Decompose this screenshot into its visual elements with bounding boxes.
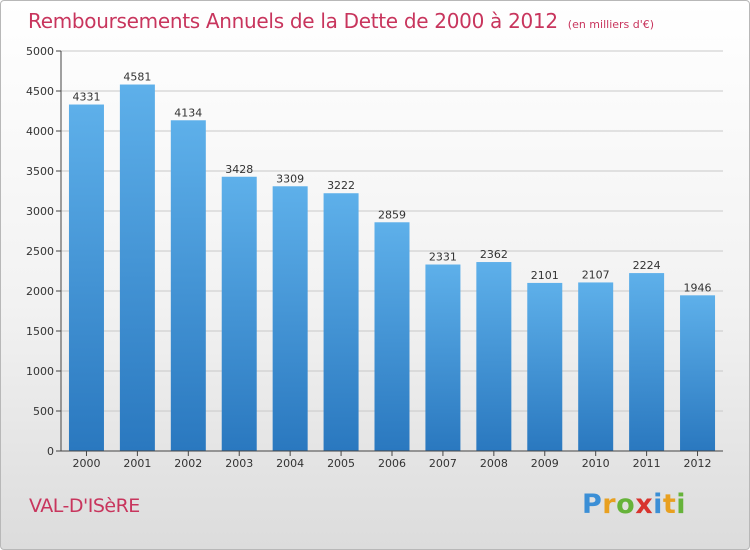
data-label: 2331 [429,251,457,264]
logo-letter: x [635,489,654,520]
x-tick-label: 2000 [72,457,100,470]
x-tick-label: 2009 [531,457,559,470]
data-label: 2224 [633,259,661,272]
x-tick-label: 2001 [123,457,151,470]
data-label: 4581 [123,71,151,84]
y-tick-label: 4500 [26,85,54,98]
y-tick-label: 1000 [26,365,54,378]
logo-letter: i [653,489,663,520]
y-tick-label: 500 [33,405,54,418]
bars [68,84,716,452]
logo-letter: P [582,489,603,520]
y-tick-label: 1500 [26,325,54,338]
data-label: 2107 [582,268,610,281]
logo-letter: r [602,489,617,520]
data-label: 4331 [72,91,100,104]
bar [68,104,104,452]
chart-subtitle: (en milliers d'€) [567,18,655,31]
bar [170,120,206,451]
x-tick-label: 2005 [327,457,355,470]
bar [119,84,155,452]
bar [527,282,563,451]
labels: 0 500 1000 1500 2000 2500 3000 3500 4000 4500 5000… [26,45,712,470]
data-label: 3222 [327,179,355,192]
bar [680,295,716,451]
data-label: 4134 [174,106,202,119]
chart-title-text: Remboursements Annuels de la Dette de 20… [28,9,558,33]
x-tick-label: 2004 [276,457,304,470]
proxiti-logo: Proxiti [582,489,686,520]
logo-letter: o [616,489,636,520]
x-tick-label: 2008 [480,457,508,470]
x-tick-label: 2003 [225,457,253,470]
y-tick-label: 2000 [26,285,54,298]
x-tick-label: 2007 [429,457,457,470]
bar [374,222,410,451]
axes [56,50,723,456]
data-label: 3309 [276,172,304,185]
bar [221,176,257,451]
x-tick-label: 2012 [684,457,712,470]
y-tick-label: 0 [47,445,54,458]
bar [425,264,461,451]
commune-name: VAL-D'ISèRE [29,495,140,517]
bar [272,186,308,451]
y-tick-label: 4000 [26,125,54,138]
y-tick-label: 5000 [26,45,54,58]
x-tick-label: 2011 [633,457,661,470]
logo-letter: i [676,489,687,520]
y-tick-label: 3500 [26,165,54,178]
bar [323,193,359,452]
bar [476,262,512,451]
chart-title: Remboursements Annuels de la Dette de 20… [28,9,654,33]
y-tick-label: 3000 [26,205,54,218]
x-tick-label: 2010 [582,457,610,470]
data-label: 1946 [684,281,712,294]
y-tick-label: 2500 [26,245,54,258]
bar [629,273,665,451]
x-tick-label: 2002 [174,457,202,470]
data-label: 2362 [480,248,508,261]
data-label: 3428 [225,163,253,176]
bar [578,282,614,451]
x-tick-label: 2006 [378,457,406,470]
logo-letter: t [662,489,677,520]
data-label: 2101 [531,269,559,282]
data-label: 2859 [378,208,406,221]
